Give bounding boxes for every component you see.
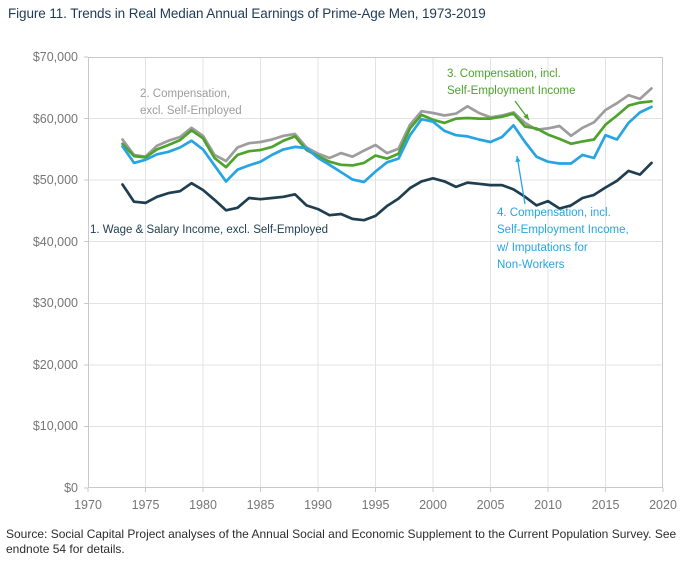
series-label-compensation-imputations-non-workers: 4. Compensation, incl. Self-Employment I… [497,207,629,271]
y-tick-label: $20,000 [32,357,78,372]
y-tick-label: $10,000 [32,419,78,434]
plot-border [88,57,663,488]
x-tick-label: 1975 [131,498,160,512]
x-tick-label: 1970 [74,498,102,512]
y-tick-label: $40,000 [32,234,78,249]
x-tick-label: 1995 [361,498,390,512]
y-tick-label: $0 [64,481,78,495]
y-tick-label: $60,000 [32,111,78,126]
series-line-imputations [121,105,653,184]
x-tick-label: 2010 [534,498,562,512]
series-line-wage-salary [121,161,653,222]
series-line-compensation-excl [121,87,653,163]
series-label-wage-salary-income: 1. Wage & Salary Income, excl. Self-Empl… [90,224,328,236]
figure-title: Figure 11. Trends in Real Median Annual … [8,6,486,21]
series-label-compensation-incl-self-employment: 3. Compensation, incl. Self-Employment I… [447,68,576,98]
x-tick-label: 1985 [246,498,275,512]
y-tick-label: $50,000 [32,173,78,188]
annotation-arrow-green-head [523,113,529,120]
source-note: Source: Social Capital Project analyses … [6,527,677,557]
annotation-arrow-blue-head [515,156,521,163]
series-line-compensation-incl [121,99,653,169]
y-tick-label: $70,000 [32,50,78,64]
x-tick-label: 2015 [591,498,620,512]
y-tick-label: $30,000 [32,296,78,311]
series-label-compensation-excl-self-employed: 2. Compensation, excl. Self-Employed [140,88,242,118]
annotation-arrow-blue [516,155,526,205]
x-tick-label: 1990 [304,498,332,512]
x-tick-label: 1980 [189,498,217,512]
x-tick-label: 2020 [649,498,677,512]
x-tick-label: 2000 [419,498,447,512]
x-tick-label: 2005 [476,498,505,512]
